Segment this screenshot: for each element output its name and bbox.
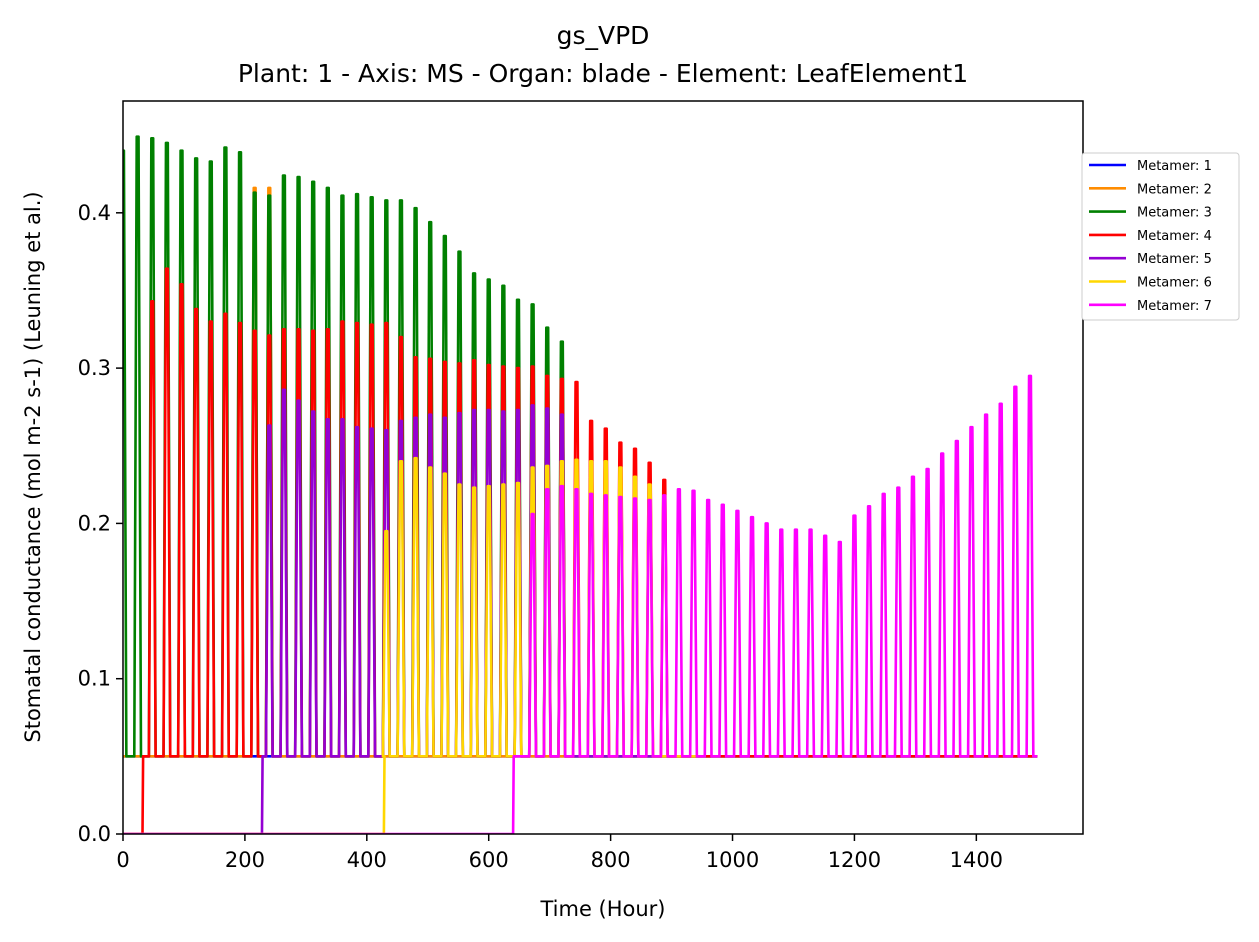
x-tick-label: 1200 xyxy=(828,848,881,872)
x-axis: 0 200 400 600 800 1000 1200 1400 xyxy=(116,834,1003,872)
y-tick-label: 0.0 xyxy=(78,822,111,846)
legend-label: Metamer: 3 xyxy=(1137,206,1212,221)
y-tick-label: 0.4 xyxy=(78,201,111,225)
legend-label: Metamer: 2 xyxy=(1137,182,1212,197)
x-tick-label: 800 xyxy=(591,848,631,872)
x-tick-label: 1000 xyxy=(706,848,759,872)
y-axis: 0.0 0.1 0.2 0.3 0.4 xyxy=(78,201,123,846)
y-tick-label: 0.3 xyxy=(78,356,111,380)
legend-box xyxy=(1081,152,1240,321)
x-tick-label: 200 xyxy=(225,848,265,872)
legend-label: Metamer: 6 xyxy=(1137,276,1212,291)
legend-label: Metamer: 1 xyxy=(1137,159,1212,174)
y-axis-label: Stomatal conductance (mol m-2 s-1) (Leun… xyxy=(21,191,45,742)
legend-label: Metamer: 5 xyxy=(1137,252,1212,267)
series-line-metamer-7 xyxy=(123,374,1038,834)
legend-label: Metamer: 7 xyxy=(1137,299,1212,314)
series-layer xyxy=(123,135,1038,834)
chart-title: gs_VPD xyxy=(557,21,650,50)
x-tick-label: 1400 xyxy=(950,848,1003,872)
x-tick-label: 0 xyxy=(116,848,129,872)
y-tick-label: 0.1 xyxy=(78,667,111,691)
y-tick-label: 0.2 xyxy=(78,511,111,535)
legend: Metamer: 1 Metamer: 2 Metamer: 3 Metamer: 4… xyxy=(1081,152,1240,321)
chart-subtitle: Plant: 1 - Axis: MS - Organ: blade - Ele… xyxy=(238,59,968,88)
legend-label: Metamer: 4 xyxy=(1137,229,1212,244)
x-tick-label: 400 xyxy=(347,848,387,872)
series-line-metamer-5 xyxy=(123,388,696,834)
x-axis-label: Time (Hour) xyxy=(539,897,665,921)
x-tick-label: 600 xyxy=(469,848,509,872)
plot-frame xyxy=(122,100,1084,835)
